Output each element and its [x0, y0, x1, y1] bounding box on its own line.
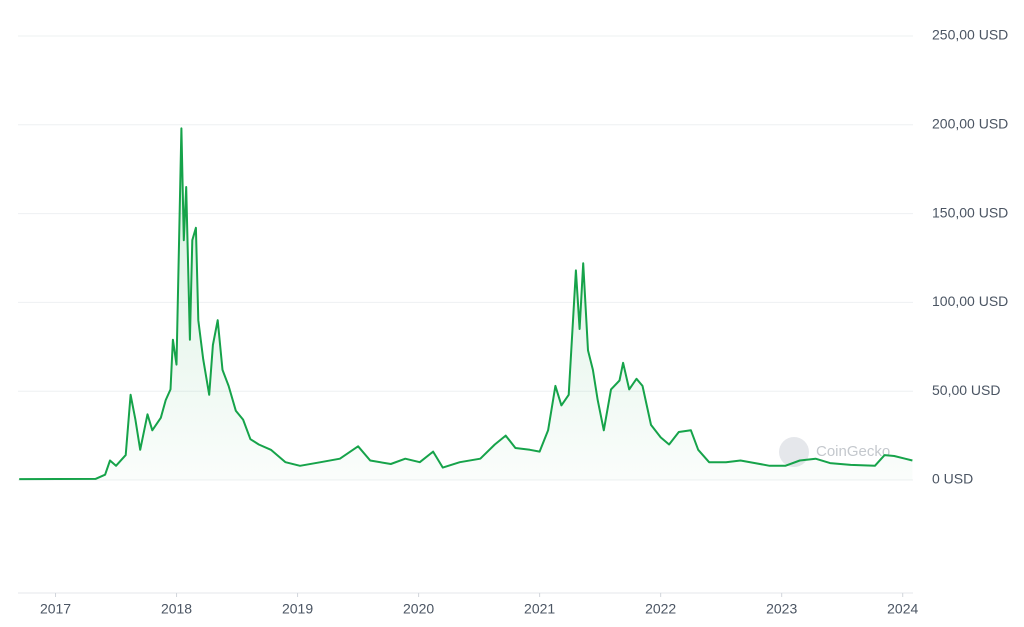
x-tick-label: 2021	[524, 601, 555, 617]
x-tick-label: 2023	[766, 601, 797, 617]
y-tick-label: 200,00 USD	[932, 116, 1008, 132]
x-tick-label: 2024	[887, 601, 918, 617]
x-tick-label: 2020	[403, 601, 434, 617]
y-tick-label: 150,00 USD	[932, 204, 1008, 220]
x-tick-label: 2022	[645, 601, 676, 617]
x-tick-label: 2017	[40, 601, 71, 617]
y-tick-label: 250,00 USD	[932, 27, 1008, 43]
y-tick-label: 0 USD	[932, 471, 973, 487]
price-line	[19, 127, 913, 481]
y-tick-label: 100,00 USD	[932, 293, 1008, 309]
y-tick-label: 50,00 USD	[932, 382, 1000, 398]
watermark-text: CoinGecko	[816, 443, 890, 460]
x-tick-label: 2019	[282, 601, 313, 617]
x-tick-label: 2018	[161, 601, 192, 617]
